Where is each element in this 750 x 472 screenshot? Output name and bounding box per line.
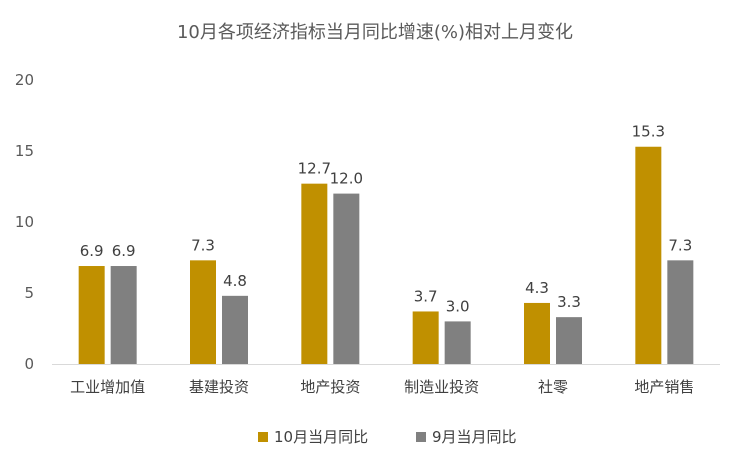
- y-tick-label: 20: [15, 71, 34, 89]
- category-label: 基建投资: [189, 378, 249, 396]
- category-label: 地产投资: [300, 378, 360, 396]
- data-label: 6.9: [80, 242, 104, 260]
- bar-oct: [412, 311, 439, 364]
- legend-swatch: [258, 432, 268, 442]
- data-label: 7.3: [191, 236, 215, 254]
- legend-label: 10月当月同比: [274, 428, 368, 446]
- data-label: 12.7: [298, 160, 331, 178]
- data-labels: 6.9 6.9 7.3 4.8 12.712.0 3.7 3.0 4.3 3.3 15.3 7.3: [80, 123, 693, 316]
- data-label: 15.3: [632, 123, 665, 141]
- category-label: 工业增加值: [70, 378, 145, 396]
- category-label: 制造业投资: [404, 378, 479, 396]
- bar-sep: [110, 266, 137, 364]
- legend-swatch: [416, 432, 426, 442]
- category-labels: 工业增加值 基建投资 地产投资 制造业投资 社零 地产销售: [70, 378, 694, 396]
- bar-oct: [301, 183, 328, 364]
- legend-label: 9月当月同比: [432, 428, 517, 446]
- data-label: 12.0: [330, 170, 363, 188]
- y-tick-label: 5: [24, 284, 34, 302]
- data-label: 6.9: [112, 242, 136, 260]
- data-label: 3.0: [446, 297, 470, 315]
- data-label: 3.3: [557, 293, 581, 311]
- data-label: 3.7: [414, 287, 438, 305]
- bars: [78, 146, 694, 364]
- legend: 10月当月同比 9月当月同比: [258, 428, 517, 446]
- bar-sep: [222, 295, 248, 364]
- bar-oct: [190, 260, 216, 364]
- chart-title: 10月各项经济指标当月同比增速(%)相对上月变化: [177, 22, 573, 43]
- category-label: 社零: [538, 378, 568, 396]
- bar-oct: [635, 146, 662, 364]
- bar-sep: [333, 193, 360, 364]
- y-tick-label: 15: [15, 142, 34, 160]
- bar-sep: [444, 321, 471, 364]
- data-label: 4.3: [525, 279, 549, 297]
- data-label: 4.8: [223, 272, 247, 290]
- bar-oct: [78, 266, 105, 364]
- bar-oct: [524, 302, 550, 364]
- bar-sep: [667, 260, 694, 364]
- category-label: 地产销售: [634, 378, 694, 396]
- data-label: 7.3: [668, 236, 692, 254]
- bar-sep: [556, 317, 582, 364]
- y-tick-label: 0: [24, 355, 34, 373]
- y-tick-label: 10: [15, 213, 34, 231]
- y-axis-ticks: 0 5 10 15 20: [15, 71, 34, 373]
